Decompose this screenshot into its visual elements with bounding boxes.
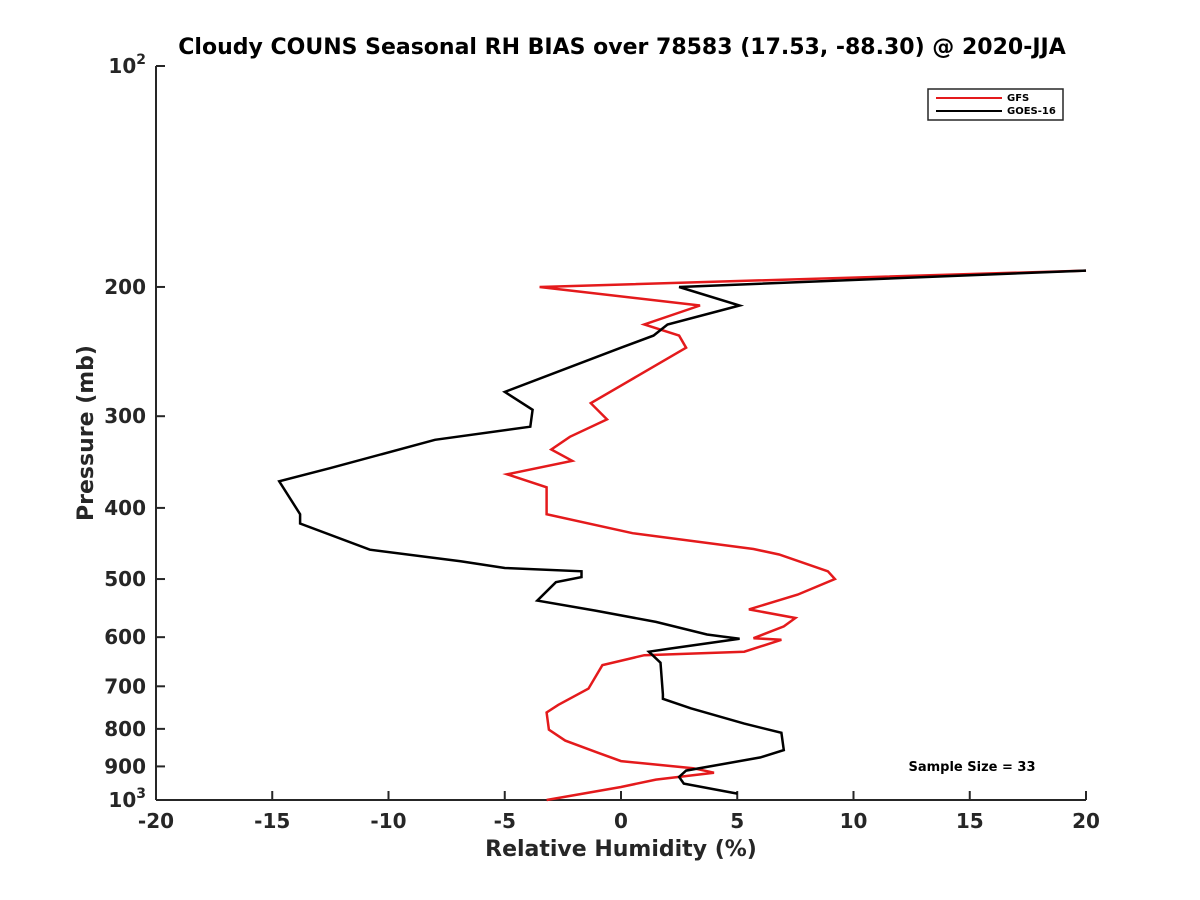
legend-label-goes16: GOES-16 (1007, 106, 1056, 117)
y-tick-label: 400 (104, 496, 146, 520)
legend: GFS GOES-16 (927, 88, 1064, 121)
y-tick-label: 600 (104, 625, 146, 649)
x-tick-label: -15 (254, 809, 290, 833)
sample-size-annotation: Sample Size = 33 (908, 760, 1035, 775)
y-tick-label-power: 103 (108, 786, 146, 812)
y-tick-exponent: 2 (136, 52, 146, 68)
y-tick-label: 300 (104, 404, 146, 428)
legend-box (927, 88, 1064, 121)
series-lines (277, 269, 1087, 802)
x-tick-label: 5 (730, 809, 744, 833)
x-tick-label: 0 (614, 809, 628, 833)
y-tick-base: 10 (108, 54, 136, 78)
y-tick-base: 10 (108, 788, 136, 812)
y-tick-label: 500 (104, 567, 146, 591)
y-tick-exponent: 3 (136, 786, 146, 802)
y-tick-label: 800 (104, 717, 146, 741)
series-line-gfs (502, 269, 1087, 802)
x-tick-label: 15 (956, 809, 984, 833)
y-tick-label-power: 102 (108, 52, 146, 78)
y-axis-label: Pressure (mb) (74, 345, 99, 521)
chart-title: Cloudy COUNS Seasonal RH BIAS over 78583… (178, 35, 1065, 60)
series-line-goes16 (277, 269, 1087, 795)
y-tick-label: 200 (104, 275, 146, 299)
x-ticks: -20 -15 -10 -5 0 5 10 15 20 (138, 791, 1100, 833)
y-tick-label: 700 (104, 674, 146, 698)
x-tick-label: 10 (840, 809, 868, 833)
x-tick-label: -20 (138, 809, 174, 833)
legend-label-gfs: GFS (1007, 93, 1029, 104)
y-tick-label: 900 (104, 754, 146, 778)
x-axis-label: Relative Humidity (%) (485, 837, 757, 862)
x-tick-label: -10 (370, 809, 406, 833)
plot-area: -20 -15 -10 -5 0 5 10 15 20 10220030040050060070… (104, 52, 1100, 833)
x-tick-label: 20 (1072, 809, 1100, 833)
x-tick-label: -5 (494, 809, 516, 833)
